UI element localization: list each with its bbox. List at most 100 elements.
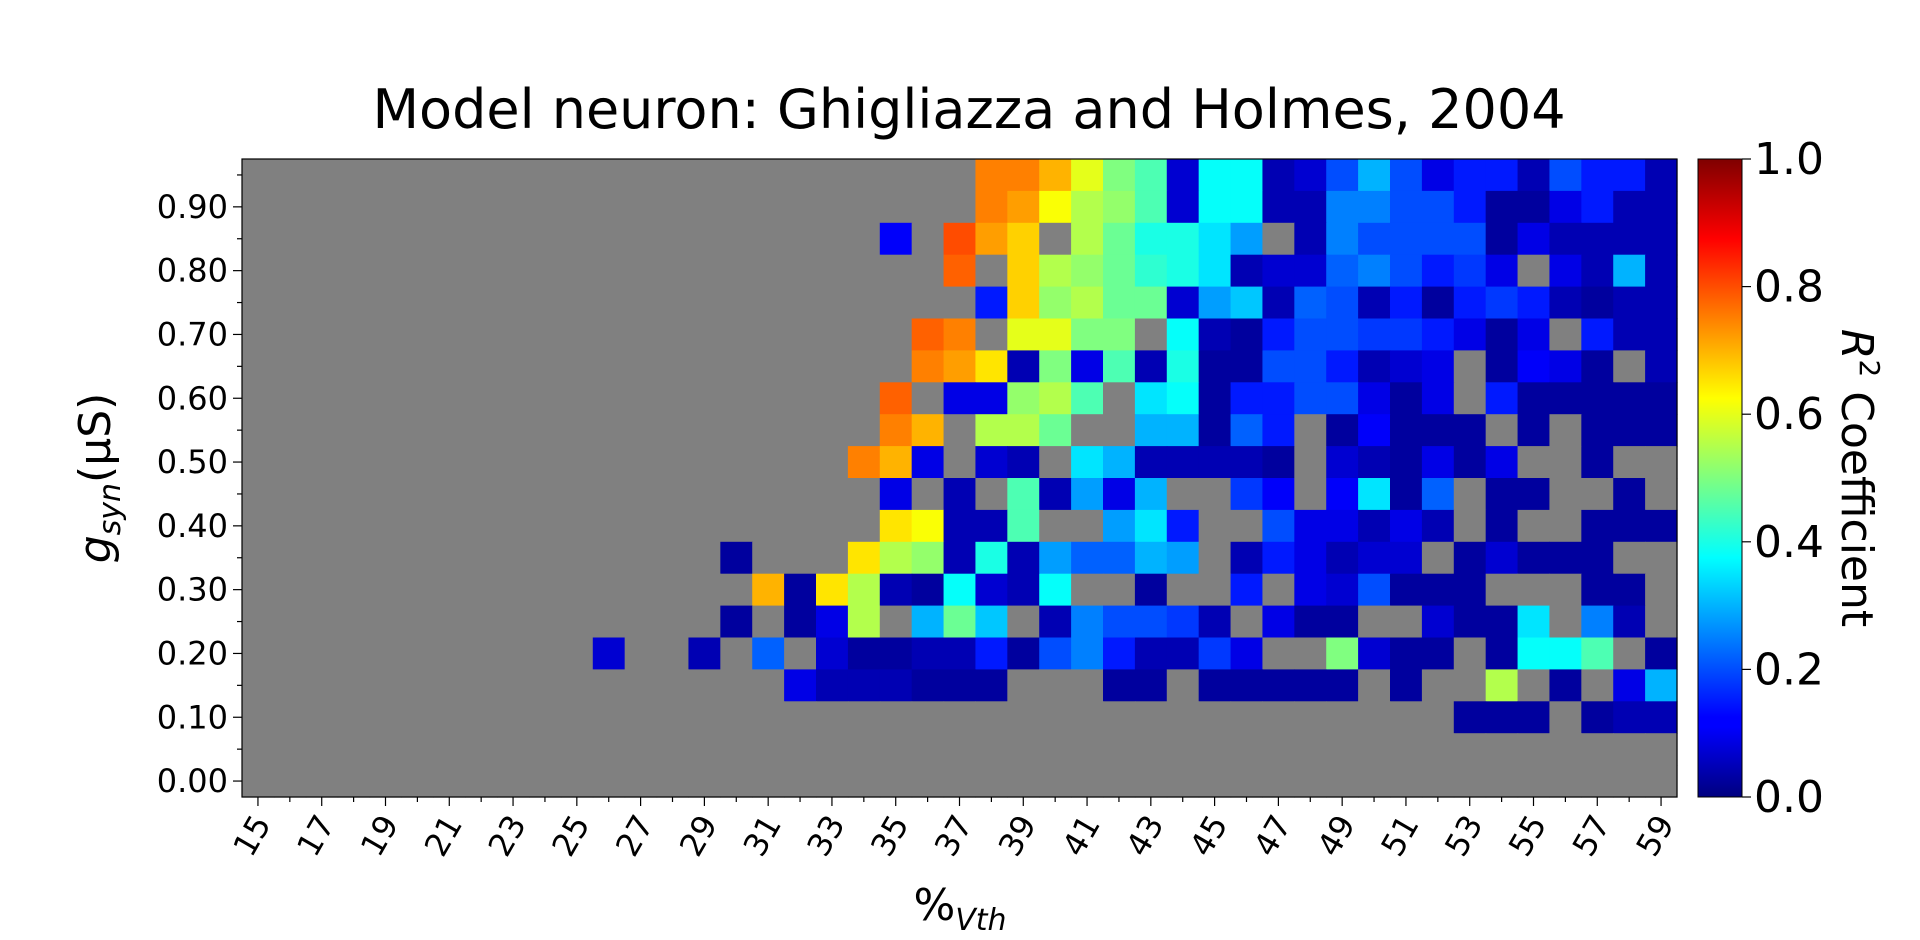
heatmap-cell [529, 159, 562, 192]
colorbar-tick-label: 0.6 [1754, 389, 1824, 440]
heatmap-cell [1581, 765, 1614, 798]
heatmap-cell [720, 541, 753, 575]
heatmap-cell [497, 382, 530, 415]
heatmap-cell [847, 350, 881, 383]
heatmap-cell [529, 478, 562, 511]
heatmap-cell [816, 159, 849, 192]
heatmap-cell [784, 286, 817, 320]
heatmap-cell [433, 541, 466, 575]
heatmap-cell [720, 478, 753, 511]
heatmap-cell [847, 254, 881, 288]
heatmap-cell [592, 637, 626, 670]
heatmap-cell [337, 318, 371, 351]
heatmap-cell [592, 509, 626, 543]
heatmap-cell [1262, 190, 1295, 224]
heatmap-cell [242, 701, 275, 734]
heatmap-cell [752, 254, 785, 288]
heatmap-cell [1166, 541, 1200, 575]
heatmap-cell [497, 254, 530, 288]
heatmap-cell [847, 509, 881, 543]
heatmap-cell [497, 573, 530, 607]
heatmap-cell [1326, 159, 1359, 192]
heatmap-cell [720, 254, 753, 288]
heatmap-cell [879, 159, 913, 192]
heatmap-cell [1294, 159, 1327, 192]
heatmap-cell [529, 446, 562, 479]
heatmap-cell [560, 637, 594, 670]
heatmap-cell [656, 350, 690, 383]
x-tick-label: 51 [1373, 809, 1426, 863]
heatmap-cell [1645, 446, 1678, 479]
heatmap-cell [1485, 509, 1519, 543]
heatmap-cell [369, 286, 403, 320]
heatmap-cell [816, 414, 849, 447]
heatmap-cell [242, 446, 275, 479]
heatmap-cell [1581, 254, 1614, 288]
heatmap-cell [943, 414, 977, 447]
y-tick-label: 0.30 [157, 571, 228, 609]
heatmap-cell [1039, 701, 1072, 734]
heatmap-cell [1166, 701, 1200, 734]
heatmap-cell [1390, 573, 1423, 607]
heatmap-cell [911, 254, 945, 288]
heatmap-cell [1390, 701, 1423, 734]
heatmap-cell [305, 382, 339, 415]
heatmap-cell [497, 765, 530, 798]
heatmap-cell [1103, 478, 1136, 511]
heatmap-cell [1358, 573, 1391, 607]
heatmap-cell [1007, 414, 1040, 447]
heatmap-cell [401, 701, 434, 734]
heatmap-cell [1517, 701, 1551, 734]
heatmap-cell [1421, 382, 1455, 415]
heatmap-cell [529, 541, 562, 575]
heatmap-cell [337, 637, 371, 670]
heatmap-cell [1581, 478, 1614, 511]
heatmap-cell [529, 765, 562, 798]
heatmap-cell [1549, 478, 1582, 511]
heatmap-cell [1230, 509, 1264, 543]
heatmap-cell [1549, 159, 1582, 192]
heatmap-cell [975, 414, 1008, 447]
heatmap-cell [720, 382, 753, 415]
heatmap-cell [816, 669, 849, 702]
heatmap-cell [847, 573, 881, 607]
heatmap-cell [1645, 765, 1678, 798]
heatmap-cell [592, 605, 626, 639]
heatmap-cell [1198, 733, 1232, 766]
heatmap-cell [1198, 509, 1232, 543]
heatmap-cell [1166, 509, 1200, 543]
heatmap-cell [1358, 701, 1391, 734]
heatmap-cell [497, 350, 530, 383]
heatmap-cell [943, 254, 977, 288]
heatmap-cell [975, 159, 1008, 192]
heatmap-cell [1390, 190, 1423, 224]
heatmap-cell [1549, 637, 1582, 670]
heatmap-cell [656, 286, 690, 320]
heatmap-cell [560, 222, 594, 256]
heatmap-cell [1421, 509, 1455, 543]
heatmap-cell [720, 190, 753, 224]
heatmap-cell [1007, 669, 1040, 702]
y-tick-label: 0.90 [157, 188, 228, 226]
heatmap-cell [242, 605, 275, 639]
heatmap-cell [1103, 733, 1136, 766]
heatmap-cell [911, 318, 945, 351]
heatmap-cell [720, 701, 753, 734]
heatmap-cell [656, 190, 690, 224]
heatmap-cell [847, 382, 881, 415]
heatmap-cell [465, 382, 498, 415]
heatmap-cell [433, 414, 466, 447]
heatmap-cell [624, 350, 658, 383]
heatmap-cell [656, 318, 690, 351]
heatmap-cell [1326, 701, 1359, 734]
heatmap-cell [1230, 573, 1264, 607]
heatmap-cell [1166, 382, 1200, 415]
heatmap-cell [497, 159, 530, 192]
heatmap-cell [1103, 637, 1136, 670]
heatmap-cell [497, 414, 530, 447]
heatmap-cell [1326, 605, 1359, 639]
heatmap-cell [656, 573, 690, 607]
heatmap-cell [1453, 509, 1487, 543]
heatmap-cell [1103, 222, 1136, 256]
heatmap-cell [1262, 637, 1295, 670]
